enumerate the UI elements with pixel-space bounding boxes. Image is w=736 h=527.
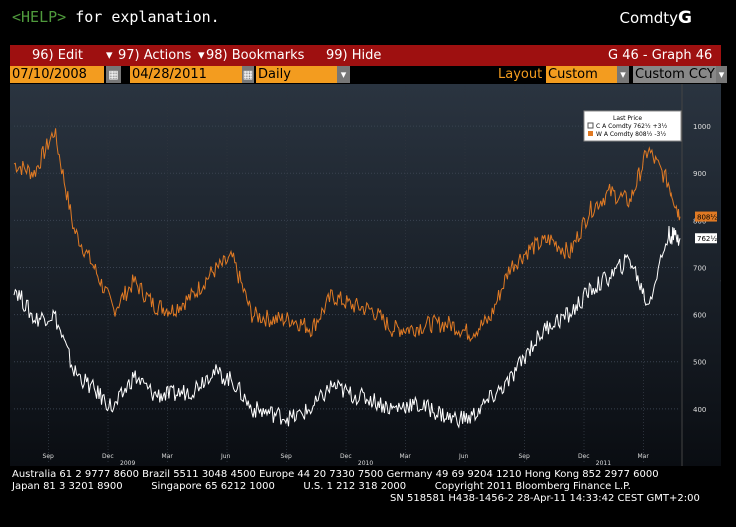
layout-select[interactable]: Custom — [546, 66, 618, 83]
brand-label: ComdtyG — [619, 8, 692, 28]
series-line-wheat — [13, 128, 681, 343]
menu-actions[interactable]: 97) Actions — [118, 48, 192, 63]
help-text: for explanation. — [66, 8, 220, 26]
dropdown-arrow-icon[interactable]: ▾ — [617, 66, 629, 83]
corn-value-text: 762½ — [697, 235, 717, 243]
wheat-value-text: 808½ — [697, 214, 717, 222]
start-date-field[interactable]: 07/10/2008 — [10, 66, 104, 83]
side-collapse-icon[interactable]: « — [720, 274, 727, 287]
y-tick-label: 600 — [693, 312, 706, 320]
price-chart: 1000900800700600500400 SepDecMarJunSepDe… — [10, 84, 727, 467]
help-key[interactable]: <HELP> — [12, 8, 67, 26]
date-separator — [122, 66, 126, 83]
corn-value-tag: 762½ — [695, 233, 717, 244]
legend-swatch-corn — [587, 122, 594, 129]
period-select[interactable]: Daily — [256, 66, 338, 83]
wheat-value-tag: 808½ — [695, 211, 717, 222]
x-axis: SepDecMarJunSepDecMarJunSepDecMar2008200… — [43, 453, 650, 467]
grid-lines — [14, 86, 680, 463]
x-tick-label: Dec — [578, 453, 590, 460]
x-year-label: 2010 — [358, 460, 373, 466]
layout-label: Layout — [498, 67, 543, 82]
x-tick-label: Sep — [519, 453, 531, 460]
last-value-tags: 808½ 762½ — [695, 211, 717, 244]
chevron-down-icon[interactable]: ▾ — [198, 48, 205, 63]
currency-select[interactable]: Custom CCY — [633, 66, 717, 83]
legend-frame — [583, 110, 682, 142]
x-tick-label: Jun — [220, 453, 231, 460]
legend-item-wheat: W A Comdty 808½ -3½ — [596, 131, 666, 138]
legend-item-corn: C A Comdty 762½ +3½ — [596, 123, 667, 130]
chart-svg: 1000900800700600500400 SepDecMarJunSepDe… — [10, 84, 727, 467]
footer-line-3: SN 518581 H438-1456-2 28-Apr-11 14:33:42… — [390, 493, 700, 504]
x-tick-label: Jun — [458, 453, 469, 460]
menu-bookmarks[interactable]: 98) Bookmarks — [206, 48, 305, 63]
y-tick-label: 1000 — [693, 123, 711, 131]
series-lines — [13, 128, 681, 429]
x-tick-label: Sep — [43, 453, 55, 460]
brand-text: Comdty — [619, 9, 679, 27]
help-hint: <HELP> for explanation. — [12, 8, 220, 26]
menu-bar: 96) Edit ▾ 97) Actions ▾ 98) Bookmarks 9… — [10, 45, 721, 66]
legend-swatch-wheat — [588, 131, 593, 136]
dropdown-arrow-icon[interactable]: ▾ — [716, 66, 727, 83]
y-tick-label: 400 — [693, 406, 706, 414]
command-line: <HELP> for explanation. ComdtyG — [0, 0, 736, 36]
menu-edit[interactable]: 96) Edit — [32, 48, 83, 63]
x-year-label: 2009 — [120, 460, 135, 466]
x-tick-label: Dec — [102, 453, 114, 460]
x-tick-label: Sep — [281, 453, 293, 460]
dropdown-arrow-icon[interactable]: ▾ — [337, 66, 350, 83]
footer-line-2: Japan 81 3 3201 8900 Singapore 65 6212 1… — [12, 481, 631, 492]
brand-logo: G — [678, 8, 692, 28]
y-tick-label: 700 — [693, 264, 706, 272]
y-tick-label: 500 — [693, 359, 706, 367]
chevron-down-icon[interactable]: ▾ — [106, 48, 113, 63]
x-tick-label: Mar — [162, 453, 174, 460]
y-tick-label: 900 — [693, 170, 706, 178]
series-line-corn — [13, 225, 681, 429]
calendar-icon[interactable]: ▦ — [242, 66, 254, 83]
footer-line-1: Australia 61 2 9777 8600 Brazil 5511 304… — [12, 469, 659, 480]
x-year-label: 2011 — [596, 460, 611, 466]
x-tick-label: Mar — [400, 453, 412, 460]
x-tick-label: Dec — [340, 453, 352, 460]
end-date-field[interactable]: 04/28/2011 — [130, 66, 245, 83]
graph-id: G 46 - Graph 46 — [608, 48, 713, 63]
legend-title: Last Price — [613, 115, 642, 122]
menu-hide[interactable]: 99) Hide — [326, 48, 382, 63]
calendar-icon[interactable]: ▦ — [106, 66, 121, 83]
x-tick-label: Mar — [638, 453, 650, 460]
collapse-arrow-icon[interactable]: « — [720, 274, 727, 287]
legend-box: Last Price C A Comdty 762½ +3½ W A Comdt… — [583, 110, 682, 142]
